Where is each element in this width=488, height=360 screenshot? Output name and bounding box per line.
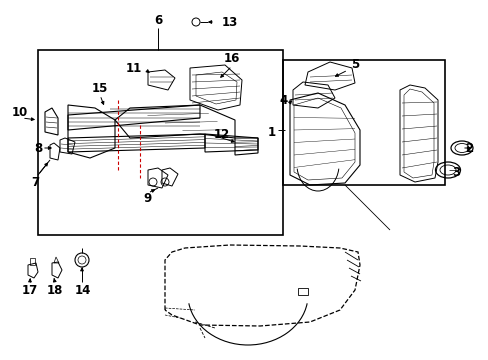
Text: 18: 18 — [47, 284, 63, 297]
Text: 12: 12 — [214, 129, 230, 141]
Bar — [38, 50, 283, 235]
Text: 10: 10 — [12, 105, 28, 118]
Text: 16: 16 — [224, 51, 240, 64]
Text: 14: 14 — [75, 284, 91, 297]
Text: 4: 4 — [279, 94, 287, 107]
Text: 6: 6 — [154, 13, 162, 27]
Text: 7: 7 — [31, 175, 39, 189]
Text: 1: 1 — [267, 126, 276, 139]
Text: 17: 17 — [22, 284, 38, 297]
Bar — [297, 288, 307, 295]
Text: 13: 13 — [222, 15, 238, 28]
Text: 2: 2 — [464, 141, 472, 154]
Text: 8: 8 — [34, 141, 42, 154]
Text: 15: 15 — [92, 81, 108, 94]
Bar — [283, 60, 444, 185]
Text: 11: 11 — [125, 62, 142, 75]
Text: 5: 5 — [350, 58, 358, 72]
Text: 3: 3 — [451, 166, 459, 179]
Text: 9: 9 — [143, 192, 152, 204]
